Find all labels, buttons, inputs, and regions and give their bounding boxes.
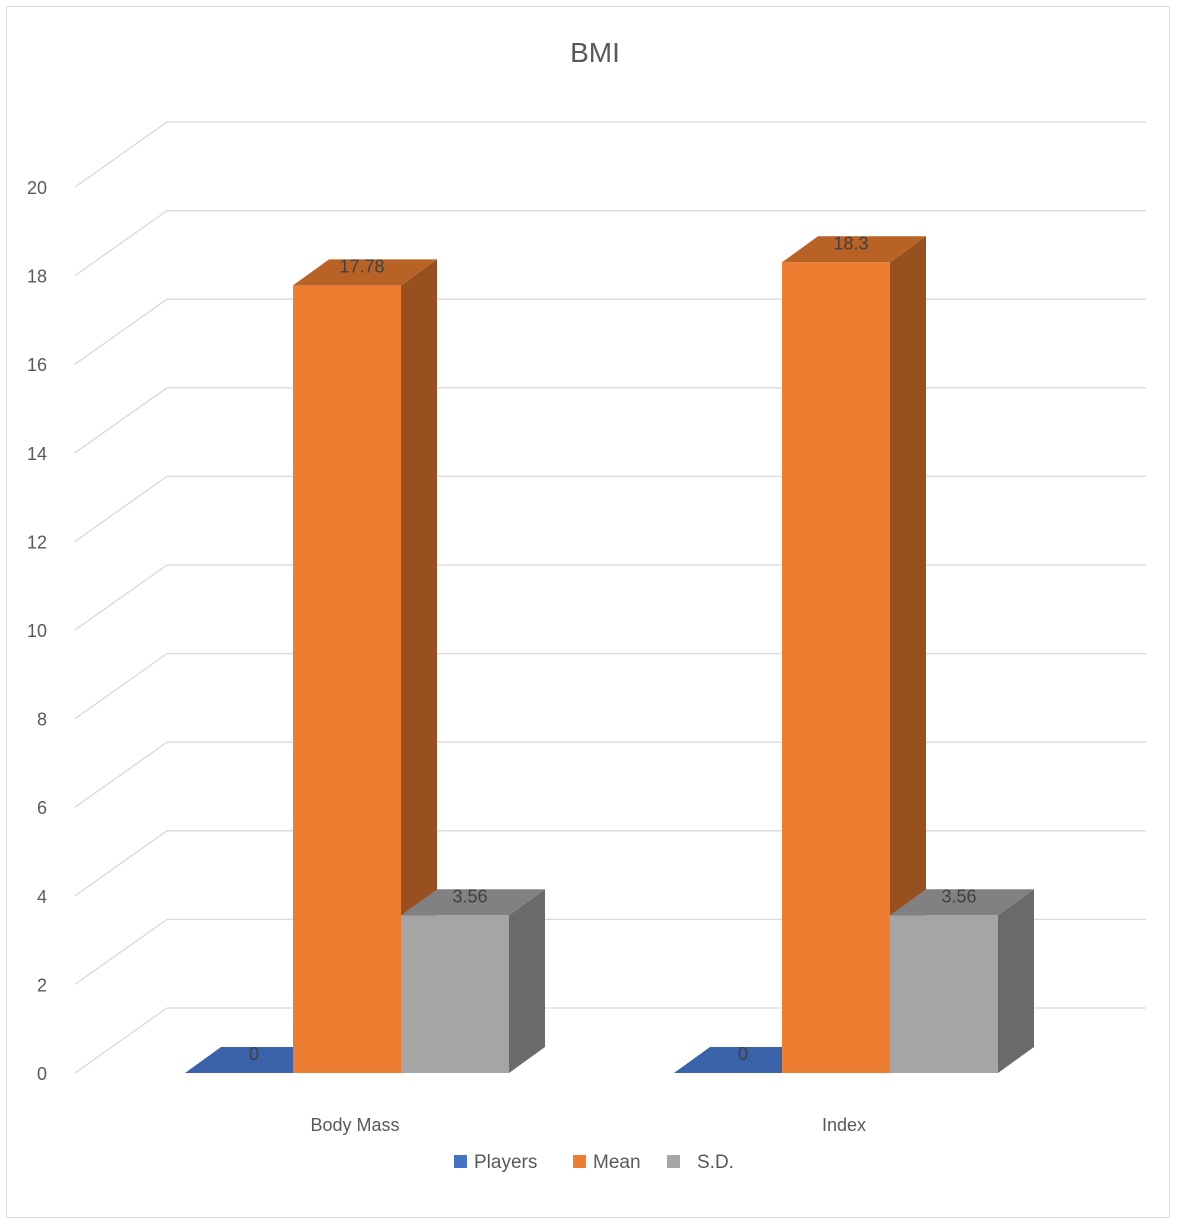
side-gridline — [74, 387, 168, 454]
legend-swatch — [573, 1155, 586, 1168]
data-label-mean-index: 18.3 — [833, 233, 868, 253]
bar-top — [293, 259, 437, 286]
side-gridline — [74, 653, 168, 720]
legend-label: Mean — [593, 1152, 641, 1173]
side-gridline — [74, 475, 168, 542]
y-tick-label: 10 — [27, 621, 47, 641]
side-gridline — [74, 121, 168, 188]
bar-top — [401, 889, 545, 916]
data-label-players-index: 0 — [738, 1044, 748, 1064]
bar-mean-body-mass — [293, 259, 437, 1073]
legend-label: S.D. — [697, 1152, 734, 1173]
y-tick-label: 8 — [37, 710, 47, 730]
bar-s-d-body-mass — [401, 889, 545, 1073]
legend-item-s-d: S.D. — [667, 1152, 734, 1173]
bar-front — [890, 915, 998, 1073]
y-tick-label: 0 — [37, 1064, 47, 1084]
side-gridline — [74, 564, 168, 631]
bars — [185, 236, 1034, 1073]
bar-side — [509, 889, 545, 1073]
bar-top — [890, 889, 1034, 916]
data-labels: 0 17.78 3.56 0 18.3 3.56 — [249, 233, 977, 1064]
bar-s-d-index — [890, 889, 1034, 1073]
side-gridline — [74, 918, 168, 985]
data-label-s-d-index: 3.56 — [941, 886, 976, 906]
side-gridline — [74, 741, 168, 808]
bar-front — [401, 915, 509, 1073]
y-tick-label: 14 — [27, 444, 47, 464]
category-axis: Body Mass Index — [310, 1115, 866, 1135]
y-tick-label: 4 — [37, 887, 47, 907]
bar-top — [782, 236, 926, 263]
y-tick-label: 18 — [27, 267, 47, 287]
data-label-players-body-mass: 0 — [249, 1044, 259, 1064]
data-label-mean-body-mass: 17.78 — [339, 256, 384, 276]
side-gridline — [74, 830, 168, 897]
bar-side — [890, 236, 926, 1073]
y-tick-label: 2 — [37, 975, 47, 995]
side-gridline — [74, 1007, 168, 1074]
y-tick-label: 6 — [37, 798, 47, 818]
category-label-index: Index — [822, 1115, 866, 1135]
legend-item-mean: Mean — [573, 1152, 641, 1173]
legend-label: Players — [474, 1152, 537, 1173]
bar-front — [782, 262, 890, 1073]
legend: Players Mean S.D. — [454, 1152, 734, 1173]
bar-front — [293, 285, 401, 1073]
legend-swatch — [454, 1155, 467, 1168]
data-label-s-d-body-mass: 3.56 — [452, 886, 487, 906]
y-tick-label: 12 — [27, 532, 47, 552]
y-axis-ticks: 0 2 4 6 8 10 12 14 16 18 20 — [27, 178, 47, 1084]
category-label-body-mass: Body Mass — [310, 1115, 399, 1135]
side-gridline — [74, 298, 168, 365]
y-tick-label: 16 — [27, 355, 47, 375]
side-gridline — [74, 210, 168, 277]
y-tick-label: 20 — [27, 178, 47, 198]
bar-mean-index — [782, 236, 926, 1073]
legend-item-players: Players — [454, 1152, 537, 1173]
chart-title: BMI — [570, 37, 620, 68]
bar-side — [401, 259, 437, 1073]
bar-side — [998, 889, 1034, 1073]
legend-swatch — [667, 1155, 680, 1168]
